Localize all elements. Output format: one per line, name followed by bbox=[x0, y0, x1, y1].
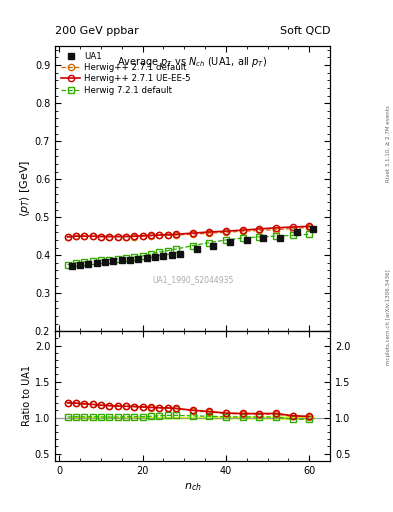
Text: Rivet 3.1.10, ≥ 2.7M events: Rivet 3.1.10, ≥ 2.7M events bbox=[386, 105, 391, 182]
Text: UA1_1990_S2044935: UA1_1990_S2044935 bbox=[152, 275, 233, 284]
Text: Average $p_T$ vs $N_{ch}$ (UA1, all $p_T$): Average $p_T$ vs $N_{ch}$ (UA1, all $p_T… bbox=[118, 55, 268, 69]
Text: Soft QCD: Soft QCD bbox=[280, 26, 330, 36]
Y-axis label: $\langle p_T \rangle$ [GeV]: $\langle p_T \rangle$ [GeV] bbox=[18, 160, 32, 217]
X-axis label: $n_{ch}$: $n_{ch}$ bbox=[184, 481, 202, 493]
Text: 200 GeV ppbar: 200 GeV ppbar bbox=[55, 26, 139, 36]
Text: mcplots.cern.ch [arXiv:1306.3436]: mcplots.cern.ch [arXiv:1306.3436] bbox=[386, 270, 391, 365]
Y-axis label: Ratio to UA1: Ratio to UA1 bbox=[22, 366, 32, 426]
Legend: UA1, Herwig++ 2.7.1 default, Herwig++ 2.7.1 UE-EE-5, Herwig 7.2.1 default: UA1, Herwig++ 2.7.1 default, Herwig++ 2.… bbox=[59, 50, 193, 96]
